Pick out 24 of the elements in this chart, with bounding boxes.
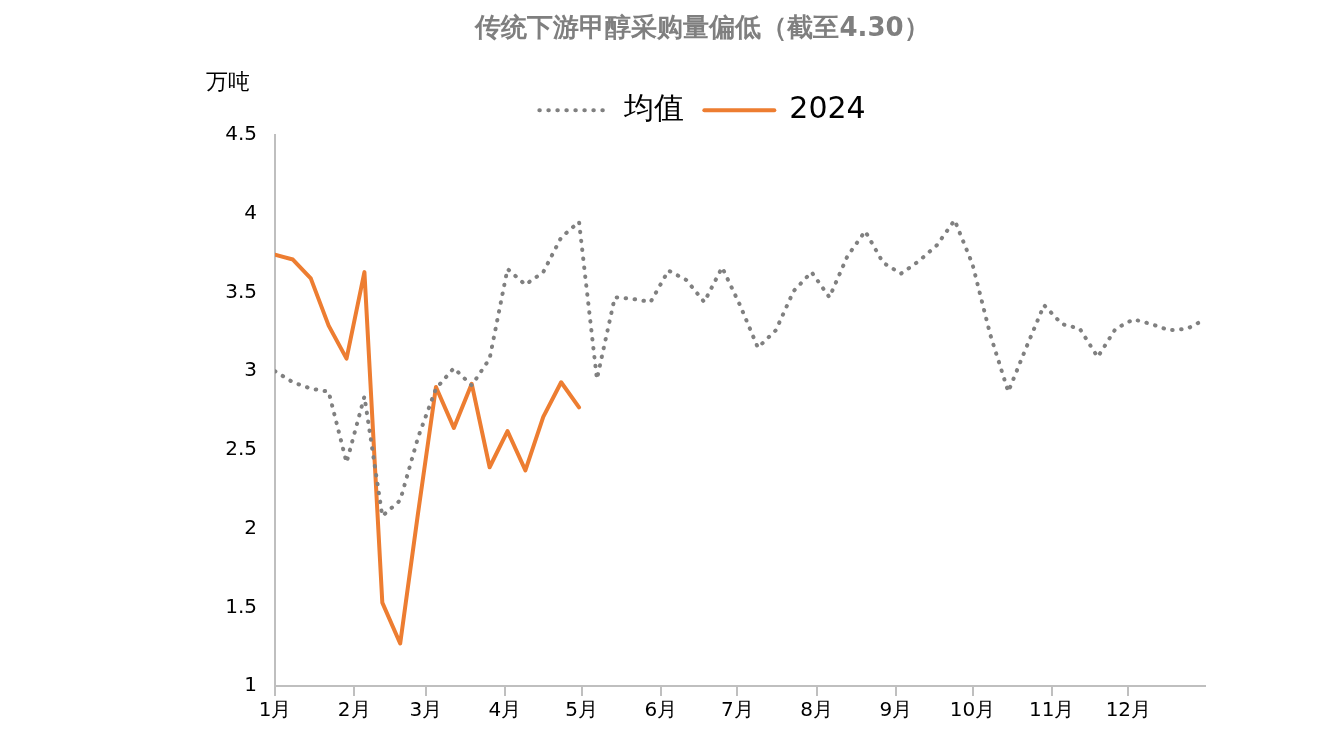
x-tick-label: 6月 bbox=[644, 697, 678, 722]
x-tick-label: 7月 bbox=[721, 697, 754, 722]
x-tick-label: 8月 bbox=[800, 697, 834, 722]
y-tick-label: 3.5 bbox=[225, 278, 257, 303]
x-tick-label: 2月 bbox=[337, 697, 371, 722]
x-tick-label: 5月 bbox=[565, 697, 598, 722]
x-tick-label: 4月 bbox=[488, 697, 522, 722]
legend-label: 2024 bbox=[789, 90, 866, 125]
x-tick-label: 3月 bbox=[409, 697, 443, 722]
x-tick-label: 1月 bbox=[258, 697, 292, 722]
y-tick-label: 4 bbox=[244, 200, 257, 225]
y-axis-title: 万吨 bbox=[205, 68, 250, 94]
y-tick-label: 3 bbox=[244, 357, 257, 382]
x-tick-label: 11月 bbox=[1028, 697, 1075, 722]
chart-title: 传统下游甲醇采购量偏低（截至4.30） bbox=[474, 12, 930, 43]
y-tick-label: 2 bbox=[244, 514, 257, 539]
y-tick-label: 4.5 bbox=[225, 121, 257, 146]
legend-label: 均值 bbox=[623, 90, 685, 125]
y-tick-label: 1.5 bbox=[225, 593, 257, 618]
y-tick-label: 2.5 bbox=[225, 436, 257, 461]
x-tick-label: 9月 bbox=[879, 697, 913, 722]
y-tick-label: 1 bbox=[244, 672, 257, 697]
x-tick-label: 10月 bbox=[949, 697, 996, 722]
x-tick-label: 12月 bbox=[1105, 697, 1152, 722]
